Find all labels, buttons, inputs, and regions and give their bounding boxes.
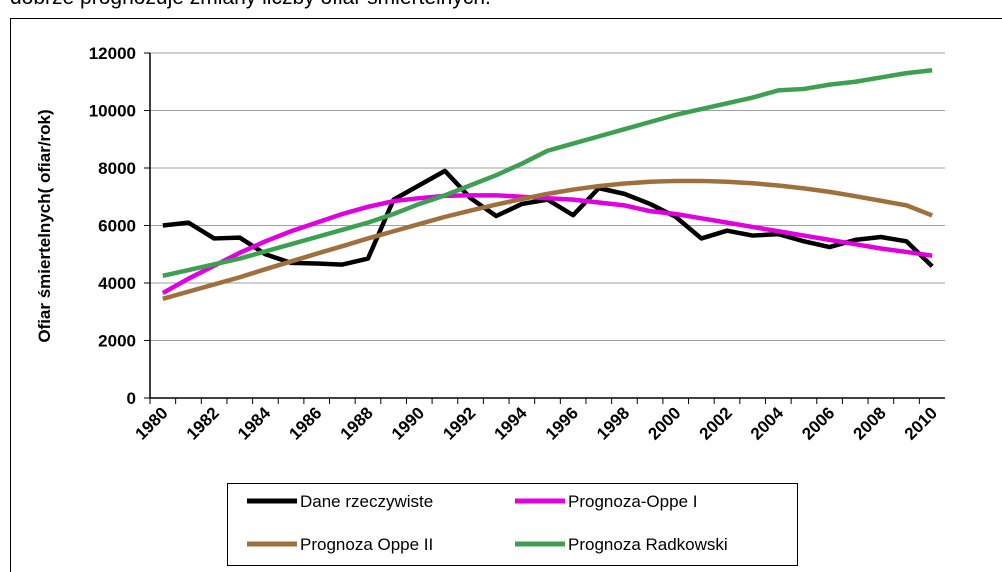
legend-label: Prognoza-Oppe I [568, 492, 697, 511]
y-tick-label: 12000 [89, 44, 136, 63]
legend-label: Prognoza Radkowski [568, 535, 728, 554]
x-tick-label: 1990 [388, 403, 428, 443]
x-tick-label: 1982 [183, 403, 223, 443]
x-tick-label: 2010 [901, 403, 941, 443]
x-tick-label: 1998 [593, 403, 633, 443]
y-axis-label: Ofiar śmiertelnych( ofiar/rok) [35, 109, 54, 342]
chart-frame [10, 18, 1002, 572]
series-line [162, 178, 933, 301]
x-tick-label: 1992 [439, 403, 479, 443]
x-tick-label: 2008 [850, 403, 890, 443]
x-tick-label: 1988 [337, 403, 377, 443]
x-tick-label: 2006 [798, 403, 838, 443]
series-line [161, 193, 933, 296]
legend-label: Prognoza Oppe II [300, 535, 433, 554]
x-tick-label: 2002 [696, 403, 736, 443]
text-above: dobrze prognozuje zmiany liczby ofiar śm… [10, 0, 491, 9]
legend-label: Dane rzeczywiste [300, 492, 433, 511]
x-tick-label: 1980 [131, 403, 171, 443]
x-tick-label: 1984 [234, 403, 275, 444]
y-tick-label: 6000 [98, 217, 136, 236]
legend [227, 483, 798, 566]
series-line [162, 68, 933, 279]
x-tick-label: 2004 [747, 403, 788, 444]
y-tick-label: 0 [127, 389, 136, 408]
y-tick-label: 2000 [98, 332, 136, 351]
y-tick-label: 4000 [98, 274, 136, 293]
x-tick-label: 2000 [644, 403, 684, 443]
y-tick-label: 8000 [98, 159, 136, 178]
x-tick-label: 1996 [542, 403, 582, 443]
x-tick-label: 1986 [285, 403, 325, 443]
series-line [162, 168, 934, 268]
x-tick-label: 1994 [490, 403, 531, 444]
y-tick-label: 10000 [89, 102, 136, 121]
